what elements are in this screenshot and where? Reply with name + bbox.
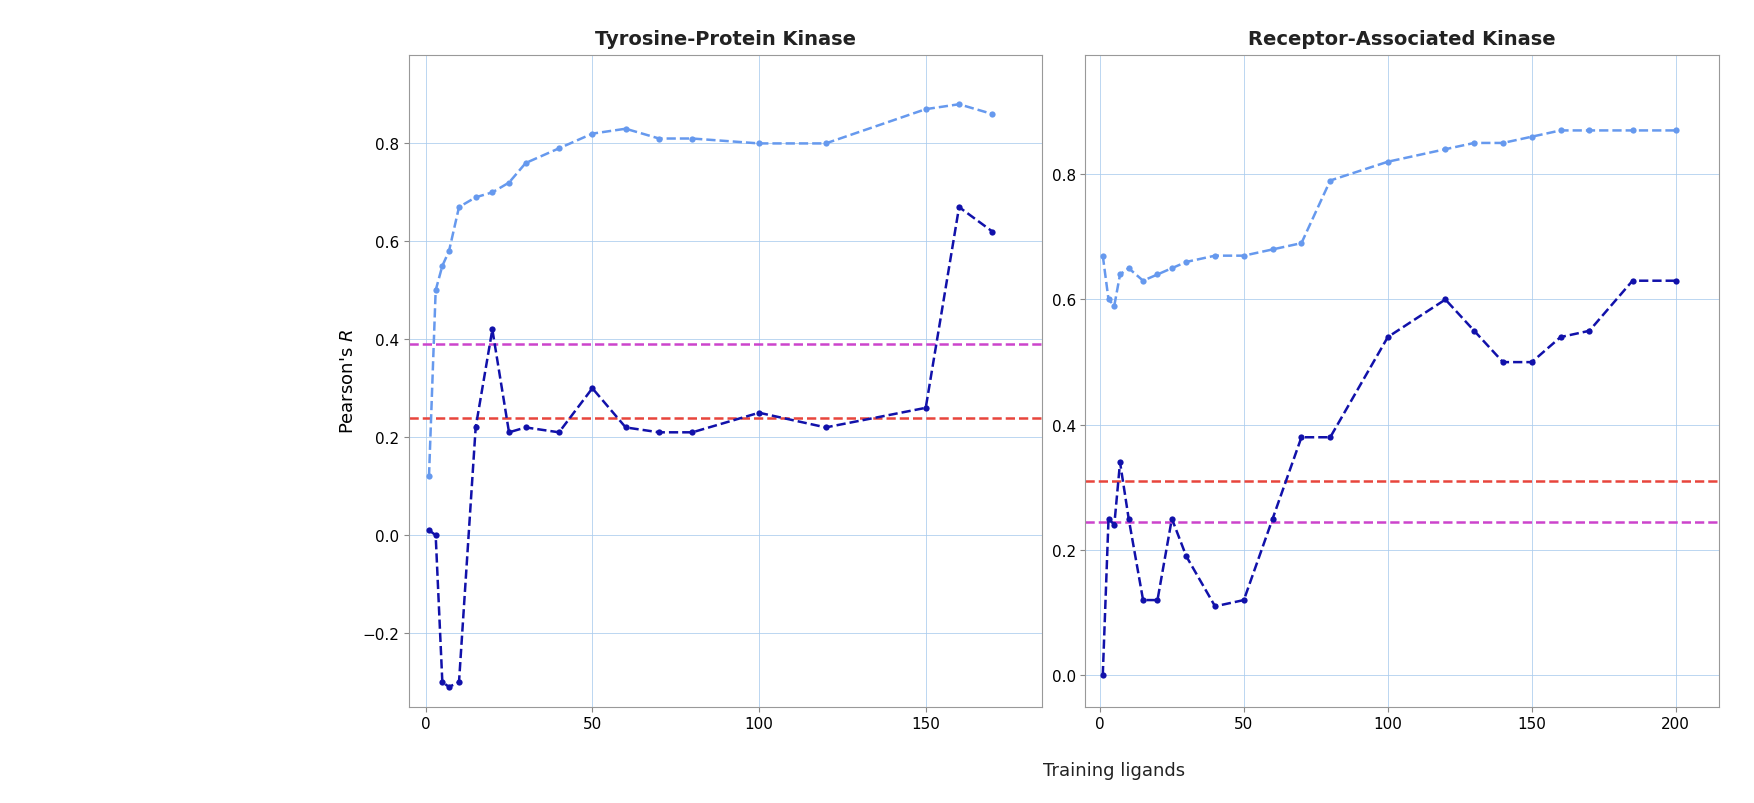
Legend: $\it{R}$ (Glide score), $\it{R}$ (MM-GBSA), $\it{R}$, $\it{R}$ (QSAR): $\it{R}$ (Glide score), $\it{R}$ (MM-GBS… xyxy=(44,208,246,334)
Text: Training ligands: Training ligands xyxy=(1042,761,1186,779)
Title: Receptor-Associated Kinase: Receptor-Associated Kinase xyxy=(1249,31,1556,49)
Y-axis label: Pearson's $R$: Pearson's $R$ xyxy=(339,329,356,434)
Title: Tyrosine-Protein Kinase: Tyrosine-Protein Kinase xyxy=(595,31,856,49)
